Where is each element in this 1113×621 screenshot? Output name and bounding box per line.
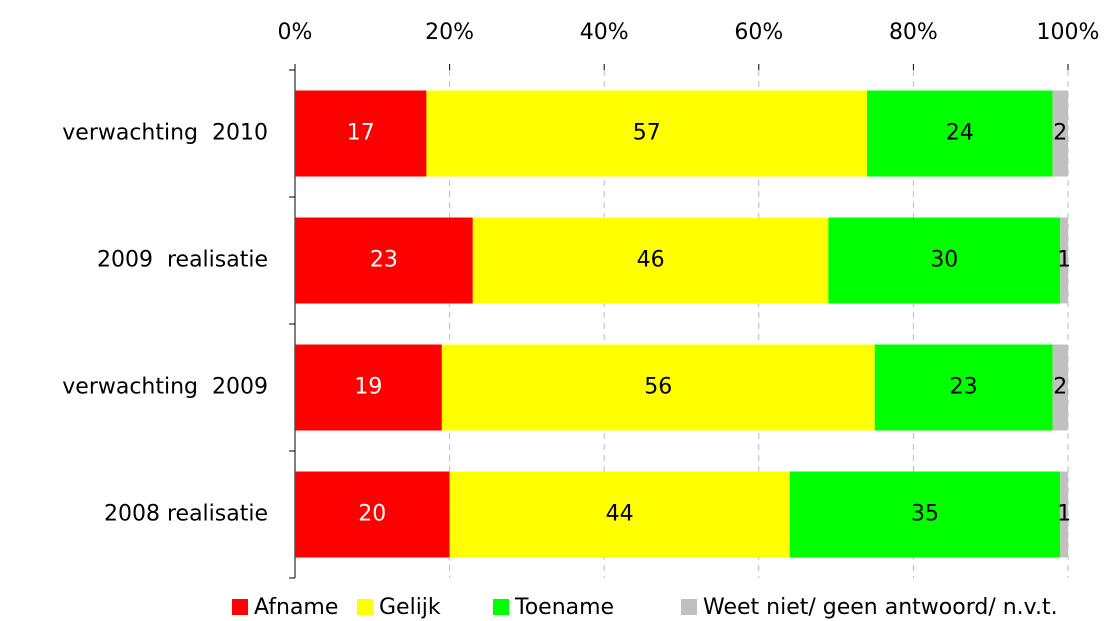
data-label: 35 [911,502,939,527]
x-tick-label: 100% [1037,20,1100,45]
legend-label: Weet niet/ geen antwoord/ n.v.t. [703,595,1058,620]
bar-segment [441,344,875,431]
legend-swatch [357,599,373,615]
data-label: 56 [644,375,672,400]
legend-label: Afname [254,595,338,620]
bar-segment [472,217,829,304]
y-tick-label: verwachting 2009 [62,375,268,400]
x-tick-label: 0% [278,20,313,45]
data-label: 23 [950,375,978,400]
legend-label: Gelijk [379,595,441,620]
bar-segment [1052,344,1068,431]
data-label: 2 [1053,121,1067,146]
y-tick-label: 2008 realisatie [104,502,268,527]
bar-segment [449,471,790,558]
bar-segment [426,90,868,177]
data-label: 30 [930,248,958,273]
legend-swatch [681,599,697,615]
y-tick-label: 2009 realisatie [97,248,268,273]
bar-segment [295,344,442,431]
bar-segment [295,217,473,304]
bar-segment [867,90,1053,177]
data-label: 23 [370,248,398,273]
legend-label: Toename [514,595,614,620]
bar-segment [874,344,1053,431]
x-tick-label: 80% [889,20,938,45]
legend-swatch [493,599,509,615]
data-label: 44 [606,502,634,527]
data-label: 2 [1053,375,1067,400]
x-tick-label: 60% [734,20,783,45]
bar-segment [1052,90,1068,177]
bar-segment [295,471,450,558]
legend-swatch [232,599,248,615]
bar-segment [789,471,1061,558]
bar-segment [1060,471,1068,558]
data-label: 24 [946,121,974,146]
data-label: 19 [354,375,382,400]
data-label: 1 [1057,248,1071,273]
data-label: 20 [358,502,386,527]
data-label: 57 [633,121,661,146]
data-label: 46 [637,248,665,273]
y-tick-label: verwachting 2010 [62,121,268,146]
bar-segment [295,90,427,177]
data-label: 1 [1057,502,1071,527]
bar-segment [1060,217,1068,304]
data-label: 17 [347,121,375,146]
bar-segment [828,217,1061,304]
x-tick-label: 40% [580,20,629,45]
x-tick-label: 20% [425,20,474,45]
